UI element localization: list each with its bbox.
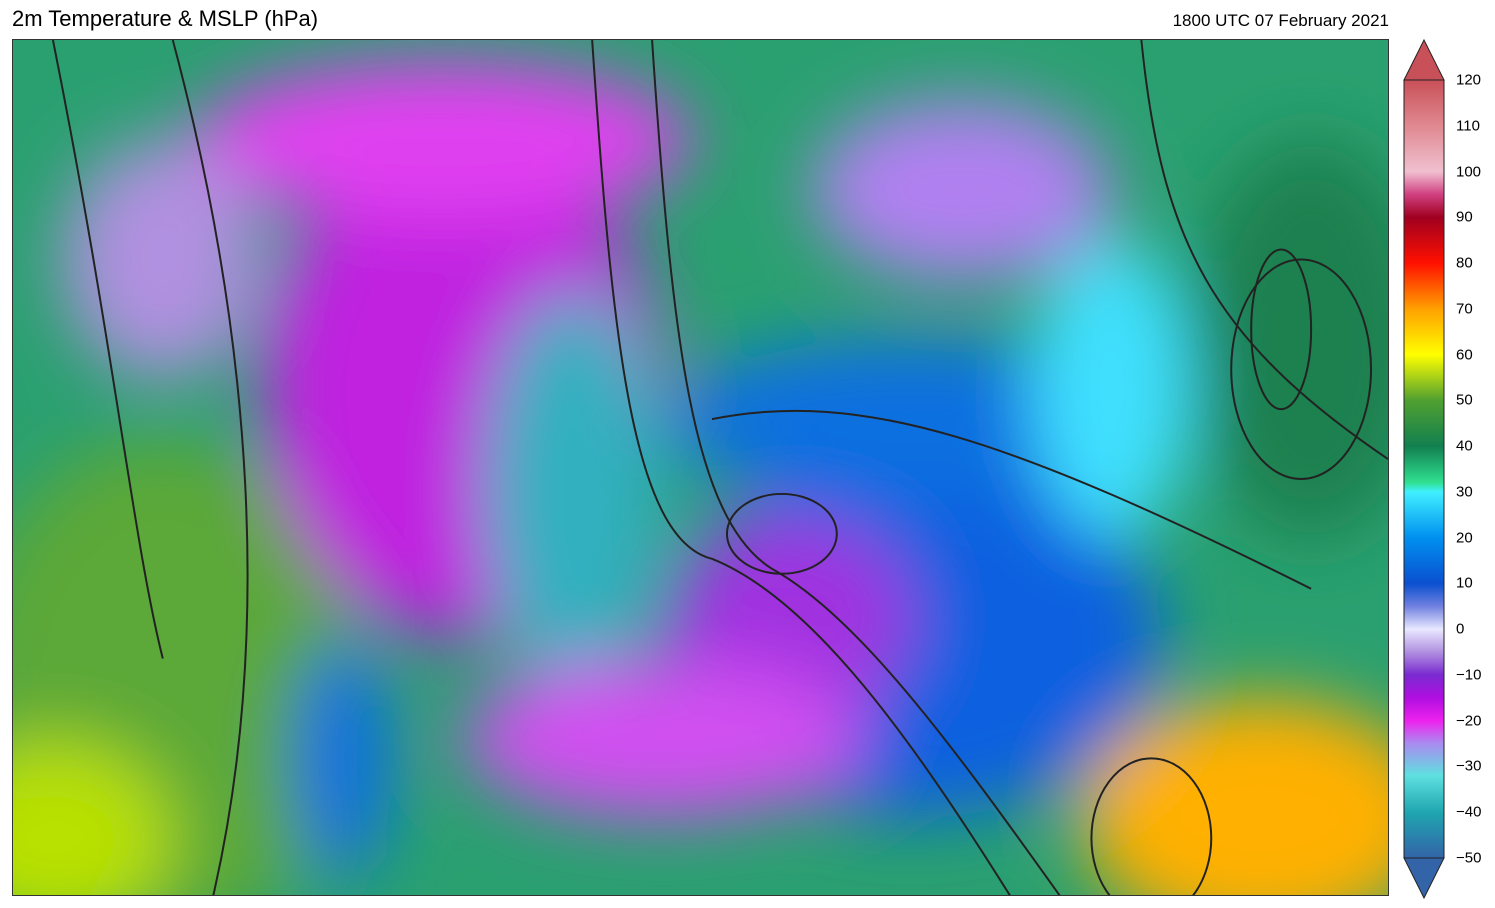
temperature-mslp-map	[12, 39, 1389, 896]
colorbar-tick-label: −20	[1456, 712, 1482, 730]
colorbar-tick-label: −50	[1456, 849, 1482, 867]
colorbar-tick-label: −10	[1456, 666, 1482, 684]
colorbar-tick-label: 30	[1456, 483, 1473, 501]
colorbar-min-arrow	[1403, 857, 1445, 900]
colorbar-tick-label: 20	[1456, 529, 1473, 547]
map-title: 2m Temperature & MSLP (hPa)	[12, 6, 319, 31]
colorbar-max-arrow	[1403, 38, 1445, 81]
colorbar-tick-label: 60	[1456, 346, 1473, 364]
colorbar-tick-label: 50	[1456, 391, 1473, 409]
colorbar-tick-label: 70	[1456, 300, 1473, 318]
colorbar-tick-label: 40	[1456, 437, 1473, 455]
colorbar-tick-label: 100	[1456, 163, 1482, 181]
colorbar	[1403, 38, 1445, 900]
colorbar-tick-label: 0	[1456, 620, 1465, 638]
colorbar-tick-label: 10	[1456, 574, 1473, 592]
colorbar-tick-label: 120	[1456, 71, 1482, 89]
colorbar-tick-label: −40	[1456, 803, 1482, 821]
colorbar-tick-label: 110	[1456, 117, 1480, 135]
colorbar-tick-label: 80	[1456, 254, 1473, 272]
colorbar-tick-label: 90	[1456, 208, 1473, 226]
colorbar-scale	[1403, 79, 1445, 859]
valid-time: 1800 UTC 07 February 2021	[1172, 11, 1389, 30]
colorbar-tick-label: −30	[1456, 757, 1482, 775]
isobars	[51, 40, 1388, 895]
